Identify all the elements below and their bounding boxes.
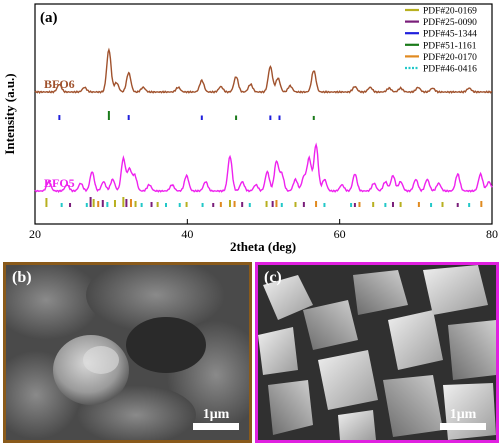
series-line-bfo5	[34, 142, 493, 194]
reference-tick	[269, 115, 272, 120]
panel-label-b: (b)	[12, 269, 32, 286]
reference-tick	[89, 197, 92, 207]
reference-tick	[278, 115, 281, 120]
x-tick-label: 80	[486, 227, 498, 241]
sem-c-texture	[258, 265, 496, 440]
legend-label: PDF#51-1161	[423, 41, 477, 51]
x-axis-label: 2theta (deg)	[230, 239, 296, 254]
reference-tick	[241, 202, 244, 207]
reference-tick	[58, 115, 61, 120]
reference-tick	[127, 115, 130, 120]
reference-tick	[430, 203, 433, 207]
reference-tick	[219, 202, 222, 207]
reference-tick	[122, 197, 125, 207]
reference-tick	[372, 202, 375, 207]
reference-tick	[113, 200, 116, 207]
reference-tick	[97, 201, 100, 207]
reference-tick	[106, 202, 109, 207]
reference-tick	[140, 203, 143, 207]
reference-ticks	[45, 111, 483, 207]
reference-tick	[212, 203, 215, 207]
reference-tick	[156, 202, 159, 207]
legend-label: PDF#45-1344	[423, 30, 477, 40]
panel-label-c: (c)	[264, 269, 282, 286]
panel-label-a: (a)	[40, 10, 58, 26]
reference-tick	[129, 199, 132, 207]
x-tick-label: 60	[334, 227, 346, 241]
reference-tick	[201, 203, 204, 207]
x-tick-label: 40	[181, 227, 193, 241]
sem-image-b: (b) 1μm	[3, 262, 252, 443]
reference-tick	[107, 111, 110, 120]
reference-tick	[323, 203, 326, 207]
reference-tick	[280, 203, 283, 207]
scale-line-c	[440, 423, 486, 430]
series-line-bfo6	[34, 47, 492, 95]
reference-tick	[125, 199, 128, 207]
reference-tick	[185, 202, 188, 207]
scale-bar-c: 1μm	[440, 407, 486, 430]
reference-tick	[101, 200, 104, 207]
reference-tick	[456, 203, 459, 207]
series-label-bfo6: BFO6	[44, 77, 75, 91]
legend-label: PDF#25-0090	[423, 18, 477, 28]
reference-tick	[271, 201, 274, 207]
reference-tick	[200, 115, 203, 120]
reference-tick	[294, 202, 297, 207]
legend-label: PDF#46-0416	[423, 65, 477, 75]
scale-line-b	[193, 423, 239, 430]
reference-tick	[275, 200, 278, 207]
series-label-bfo5: BFO5	[44, 176, 75, 190]
reference-tick	[265, 201, 268, 207]
scale-bar-b: 1μm	[193, 407, 239, 430]
plot-frame	[34, 3, 493, 225]
sem-b-texture	[6, 265, 249, 440]
reference-tick	[150, 202, 153, 207]
reference-tick	[60, 203, 63, 207]
reference-tick	[85, 203, 88, 207]
series-layer: BFO6 BFO5	[34, 47, 493, 194]
scale-text-b: 1μm	[202, 407, 230, 422]
legend-label: PDF#20-0170	[423, 53, 477, 63]
reference-tick	[92, 199, 95, 207]
reference-tick	[480, 201, 483, 207]
reference-tick	[384, 203, 387, 207]
reference-tick	[399, 202, 402, 207]
reference-tick	[441, 202, 444, 207]
reference-tick	[358, 202, 361, 207]
reference-tick	[134, 201, 137, 207]
reference-tick	[391, 202, 394, 207]
reference-tick	[350, 203, 353, 207]
reference-tick	[353, 203, 356, 207]
scale-text-c: 1μm	[449, 407, 477, 422]
reference-tick	[45, 198, 48, 207]
xrd-chart: (a) Intensity (a.u.) 2theta (deg) 20 40 60…	[2, 3, 498, 254]
reference-tick	[228, 200, 231, 207]
reference-tick	[302, 202, 305, 207]
reference-tick	[233, 201, 236, 207]
reference-tick	[312, 115, 315, 120]
reference-tick	[178, 203, 181, 207]
legend-label: PDF#20-0169	[423, 7, 477, 17]
reference-tick	[248, 203, 251, 207]
reference-tick	[235, 115, 238, 120]
x-tick-label: 20	[29, 227, 41, 241]
reference-tick	[417, 202, 420, 207]
sem-image-c: (c) 1μm	[255, 262, 499, 443]
reference-tick	[468, 203, 471, 207]
reference-tick	[165, 203, 168, 207]
x-ticks: 20 40 60 80	[29, 219, 498, 241]
reference-tick	[315, 201, 318, 207]
reference-tick	[69, 203, 72, 207]
y-axis-label: Intensity (a.u.)	[2, 73, 17, 154]
